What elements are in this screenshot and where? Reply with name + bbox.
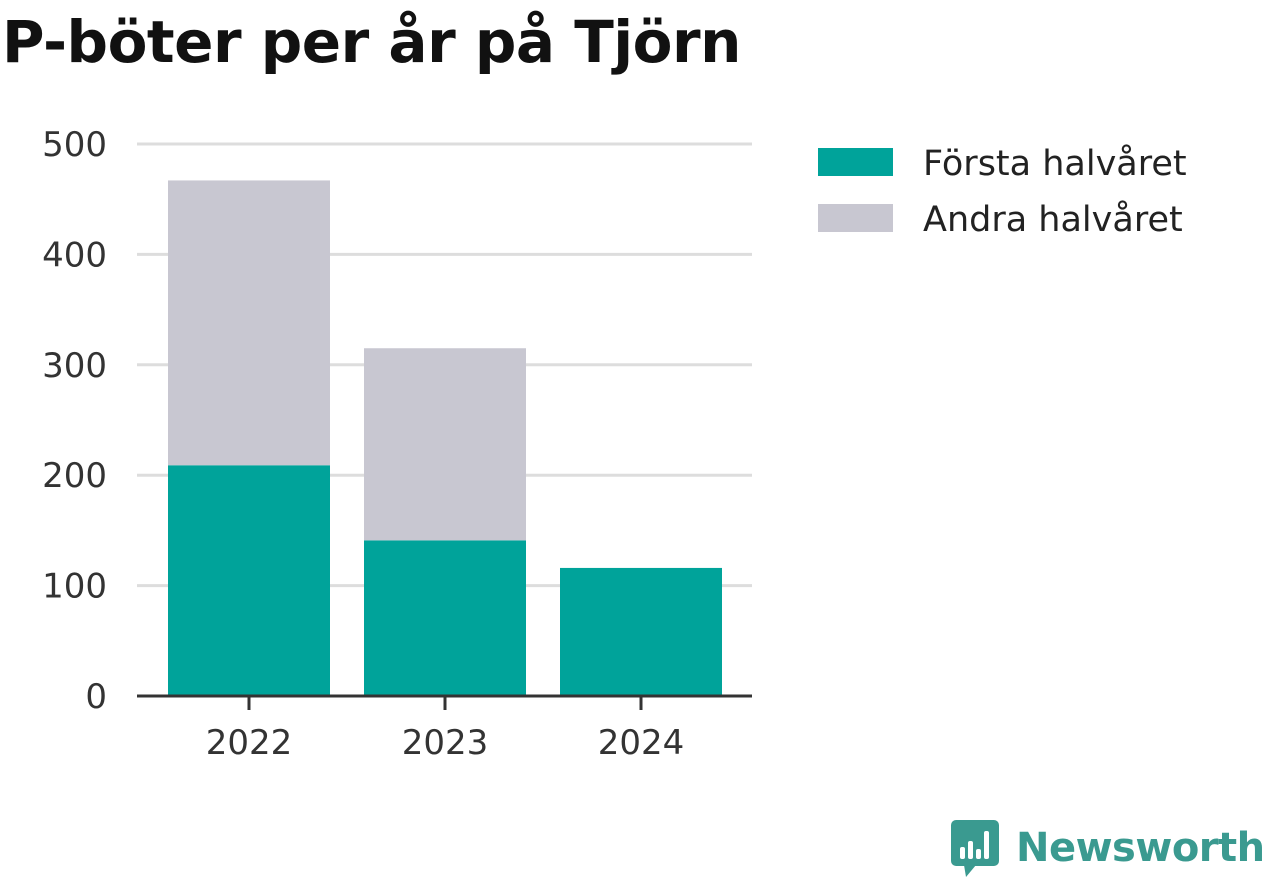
axes: 0 100 200 300 400 500 2022 2023 2024: [42, 125, 752, 763]
bar-2022-series-1: [168, 180, 330, 466]
chart-title: P-böter per år på Tjörn: [2, 8, 741, 76]
y-tick-label: 100: [42, 567, 107, 607]
bar-2023-series-0: [364, 540, 526, 696]
y-tick-label: 400: [42, 235, 107, 275]
x-tick-label: 2024: [598, 723, 685, 763]
newsworthy-logo: Newsworthy: [950, 816, 1262, 880]
x-tick-label: 2022: [206, 723, 293, 763]
legend: Första halvåret Andra halvåret: [818, 143, 1187, 240]
y-tick-label: 200: [42, 456, 107, 496]
y-tick-label: 300: [42, 346, 107, 386]
legend-swatch: [818, 204, 893, 232]
y-tick-label: 0: [85, 677, 107, 717]
bar-2024-series-0: [560, 567, 722, 696]
bar-2022-series-0: [168, 465, 330, 696]
legend-swatch: [818, 148, 893, 176]
y-tick-label: 500: [42, 125, 107, 165]
x-tick-label: 2023: [402, 723, 489, 763]
legend-label: Andra halvåret: [923, 199, 1183, 240]
brand-name: Newsworthy: [1016, 825, 1262, 871]
bar-2023-series-1: [364, 348, 526, 541]
newsworthy-bar-chart-bubble-icon: [951, 820, 999, 877]
legend-label: Första halvåret: [923, 143, 1187, 184]
bars: [168, 180, 722, 696]
